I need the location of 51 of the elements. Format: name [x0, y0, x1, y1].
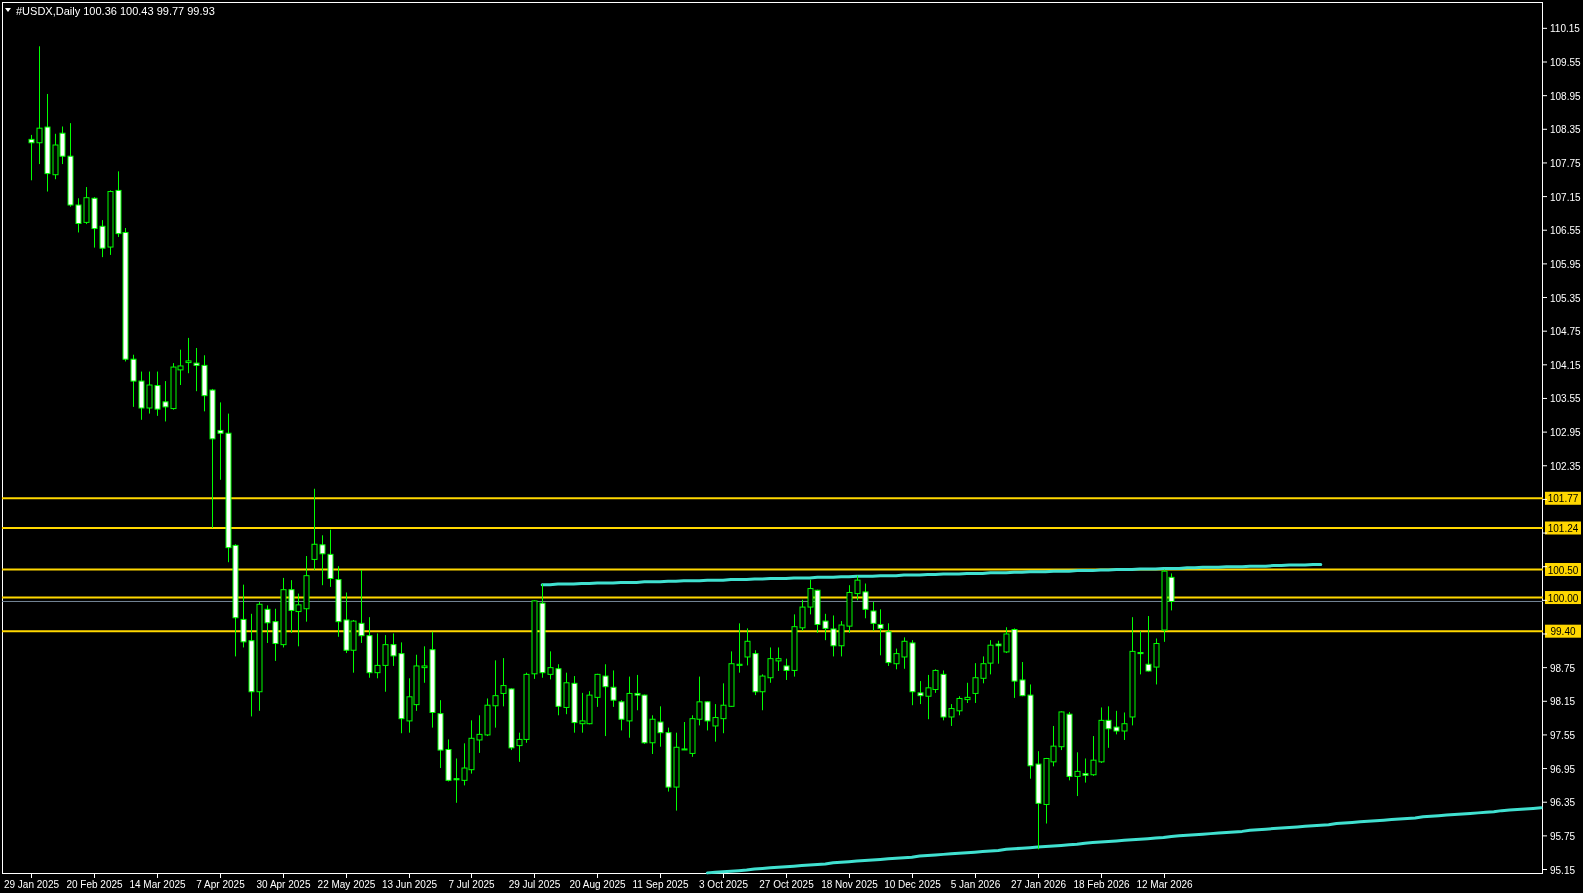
x-tick-label: 27 Oct 2025 — [759, 878, 815, 890]
candlestick — [870, 601, 877, 632]
x-tick-label: 7 Jul 2025 — [448, 878, 496, 890]
x-tick-label: 10 Dec 2025 — [884, 878, 942, 890]
y-tick-label: 109.55 — [1550, 56, 1582, 68]
y-tick-label: 103.55 — [1550, 392, 1582, 404]
x-tick-label: 27 Jan 2026 — [1010, 878, 1067, 890]
y-tick-label: 96.95 — [1550, 763, 1576, 775]
line-series — [705, 806, 1543, 875]
x-tick-label: 20 Feb 2025 — [66, 878, 124, 890]
y-tick-label: 106.55 — [1550, 224, 1582, 236]
y-tick-label: 107.75 — [1550, 157, 1582, 169]
y-tick-label: 95.75 — [1550, 830, 1576, 842]
y-tick-label: 110.15 — [1550, 22, 1581, 34]
x-tick-label: 3 Oct 2025 — [699, 878, 749, 890]
candlestick — [877, 608, 884, 656]
y-tick-label: 98.75 — [1550, 662, 1576, 674]
x-tick-label: 18 Nov 2025 — [821, 878, 879, 890]
candlestick — [610, 669, 617, 708]
y-tick-label: 105.35 — [1550, 292, 1582, 304]
x-tick-label: 22 May 2025 — [317, 878, 376, 890]
y-tick-label: 108.95 — [1550, 90, 1582, 102]
ref-line-label: 100.50 — [1547, 564, 1579, 575]
ref-line-label: 101.77 — [1547, 492, 1579, 504]
y-tick-label: 104.75 — [1550, 325, 1582, 337]
y-tick-label: 98.15 — [1550, 695, 1576, 707]
x-tick-label: 14 Mar 2025 — [129, 878, 187, 890]
line-series — [540, 562, 1323, 587]
x-tick-label: 29 Jul 2025 — [508, 878, 561, 890]
y-tick-label: 97.55 — [1550, 729, 1576, 741]
y-tick-label: 102.95 — [1550, 426, 1582, 438]
x-tick-label: 12 Mar 2026 — [1136, 878, 1194, 890]
chart-title: #USDX,Daily 100.36 100.43 99.77 99.93 — [16, 5, 215, 17]
y-tick-label: 104.15 — [1550, 359, 1582, 371]
y-tick-label: 96.35 — [1550, 796, 1576, 808]
x-tick-label: 29 Jan 2025 — [3, 878, 60, 890]
y-tick-label: 105.95 — [1550, 258, 1582, 270]
ref-line-label: 101.24 — [1547, 522, 1579, 534]
x-tick-label: 20 Aug 2025 — [569, 878, 627, 890]
y-tick-label: 108.35 — [1550, 123, 1582, 135]
x-tick-label: 11 Sep 2025 — [632, 878, 689, 890]
y-tick-label: 95.15 — [1550, 864, 1576, 876]
x-tick-label: 7 Apr 2025 — [196, 878, 246, 890]
x-tick-label: 13 Jun 2025 — [381, 878, 438, 890]
y-tick-label: 107.15 — [1550, 191, 1582, 203]
ref-line-label: 99.40 — [1550, 625, 1576, 637]
ref-line-label: 100.00 — [1547, 592, 1579, 604]
x-tick-label: 18 Feb 2026 — [1073, 878, 1131, 890]
x-tick-label: 5 Jan 2026 — [950, 878, 1001, 890]
y-tick-label: 102.35 — [1550, 460, 1582, 472]
x-tick-label: 30 Apr 2025 — [256, 878, 311, 890]
